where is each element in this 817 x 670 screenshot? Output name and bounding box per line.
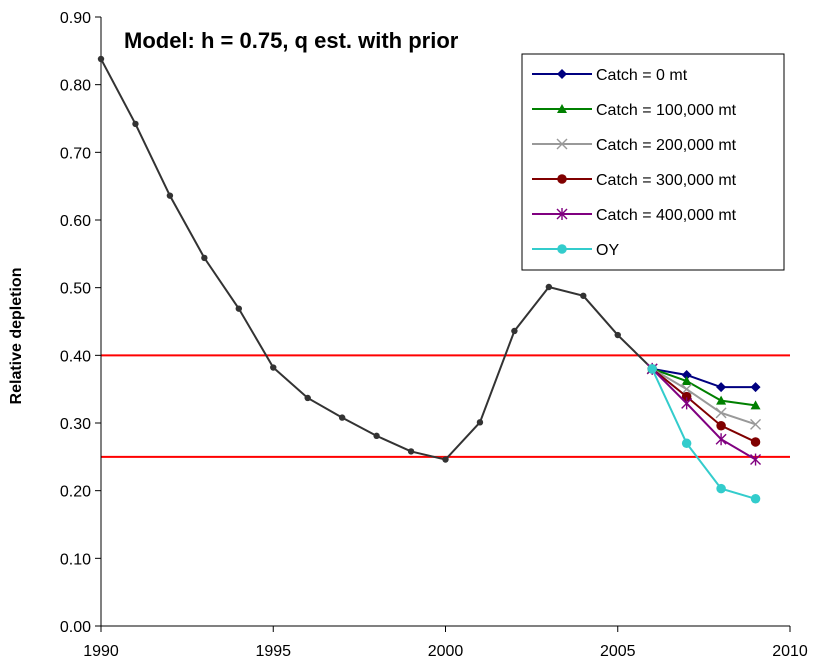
history-point	[442, 456, 449, 463]
series-line-5	[651, 368, 756, 500]
series-point-2	[750, 418, 762, 430]
legend-marker	[556, 208, 568, 220]
y-tick-label: 0.60	[60, 213, 91, 230]
history-point	[373, 432, 380, 440]
series-point-2-stroke	[715, 407, 727, 419]
series-line-2	[651, 368, 756, 426]
y-tick-label: 0.80	[60, 78, 91, 95]
legend-box	[521, 53, 785, 271]
legend: Catch = 0 mt Catch = 100,000 mt Catch = 20…	[521, 53, 785, 271]
series-point-3	[681, 391, 692, 402]
y-tick-label: 0.10	[60, 551, 91, 568]
x-tick-label: 2005	[600, 643, 636, 660]
legend-marker	[557, 244, 567, 254]
legend-marker	[557, 104, 567, 113]
legend-marker-stroke	[556, 138, 568, 150]
x-tick-label: 2000	[428, 643, 464, 660]
series-point-2-stroke	[750, 418, 762, 430]
y-tick-label: 0.40	[60, 348, 91, 365]
y-tick-label: 0.20	[60, 484, 91, 501]
legend-label: Catch = 100,000 mt	[596, 102, 737, 119]
series-point-4	[750, 453, 762, 466]
series-point-5	[750, 494, 761, 504]
series-group	[97, 55, 762, 504]
history-point	[270, 364, 277, 371]
series-point-5	[647, 364, 657, 374]
y-tick-label: 0.90	[60, 10, 91, 27]
legend-label: OY	[596, 242, 619, 259]
series-point-3	[716, 420, 726, 431]
history-point	[580, 292, 587, 299]
legend-label: Catch = 200,000 mt	[596, 137, 737, 154]
legend-marker	[557, 174, 567, 184]
series-line-4	[651, 368, 757, 461]
y-tick-label: 0.70	[60, 145, 91, 162]
x-tick-label: 1995	[255, 643, 291, 660]
legend-label: Catch = 300,000 mt	[596, 172, 737, 189]
history-point	[166, 192, 174, 199]
series-line-0	[652, 367, 756, 389]
series-point-0	[681, 369, 692, 380]
x-tick-label: 2010	[772, 643, 808, 660]
legend-label: Catch = 0 mt	[596, 67, 688, 84]
series-point-5	[716, 483, 726, 494]
axes: 0.00 0.10 0.20 0.30 0.40 0.50 0.60 0.70 0.80 0.90…	[60, 10, 808, 660]
series-line-3	[651, 368, 756, 443]
series-point-4	[681, 397, 693, 410]
history-point	[338, 414, 346, 421]
history-point	[304, 394, 311, 402]
y-tick-label: 0.00	[60, 619, 91, 636]
history-point	[545, 283, 553, 291]
series-point-4	[715, 433, 727, 446]
history-point	[476, 419, 484, 426]
history-point	[132, 120, 139, 128]
series-point-0	[716, 382, 727, 393]
history-point	[407, 448, 415, 455]
series-point-2	[681, 383, 693, 395]
series-point-1	[681, 376, 692, 386]
legend-marker	[557, 69, 567, 79]
history-point	[235, 305, 242, 312]
legend-marker	[556, 138, 568, 150]
y-tick-label: 0.30	[60, 416, 91, 433]
series-point-2-stroke	[681, 383, 693, 395]
legend-label: Catch = 400,000 mt	[596, 207, 737, 224]
x-tick-label: 1990	[83, 643, 119, 660]
history-point	[614, 331, 621, 339]
history-point	[97, 55, 105, 63]
series-point-1	[750, 400, 761, 410]
series-point-2	[715, 407, 727, 419]
series-point-1	[716, 395, 727, 405]
history-point	[511, 327, 518, 335]
y-axis-title: Relative depletion	[8, 268, 25, 405]
series-point-0	[750, 382, 761, 393]
series-point-5	[681, 438, 692, 449]
chart-title: Model: h = 0.75, q est. with prior	[124, 28, 459, 53]
y-tick-label: 0.50	[60, 281, 91, 298]
series-line-1	[651, 367, 756, 407]
history-point	[201, 254, 208, 262]
series-point-3	[750, 437, 761, 447]
